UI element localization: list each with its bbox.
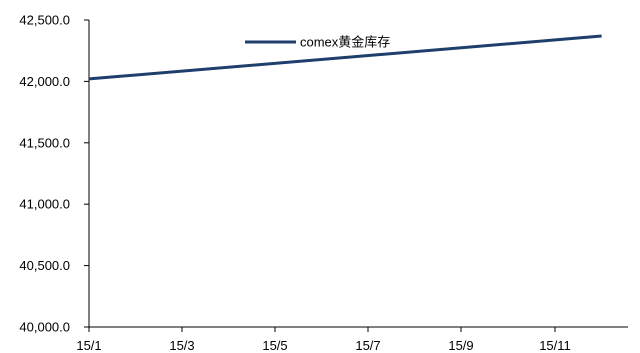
x-tick-label: 15/11 xyxy=(539,338,571,353)
x-tick-label: 15/7 xyxy=(355,338,380,353)
y-axis: 40,000.0 40,500.0 41,000.0 41,500.0 42,000.0… xyxy=(19,13,90,335)
x-tick-label: 15/1 xyxy=(76,338,101,353)
x-axis: 15/1 15/3 15/5 15/7 15/9 15/11 xyxy=(76,326,628,353)
legend-label: comex黄金库存 xyxy=(300,35,390,50)
x-tick-label: 15/9 xyxy=(448,338,473,353)
x-tick-label: 15/5 xyxy=(262,338,287,353)
series-lines xyxy=(88,34,602,81)
series-line-0 xyxy=(88,34,602,81)
y-tick-label: 41,500.0 xyxy=(19,135,70,150)
legend: comex黄金库存 xyxy=(245,35,390,50)
y-tick-label: 41,000.0 xyxy=(19,197,70,212)
x-tick-label: 15/3 xyxy=(169,338,194,353)
y-tick-label: 42,500.0 xyxy=(19,13,70,28)
y-tick-label: 40,000.0 xyxy=(19,320,70,335)
y-tick-label: 40,500.0 xyxy=(19,258,70,273)
y-tick-label: 42,000.0 xyxy=(19,74,70,89)
